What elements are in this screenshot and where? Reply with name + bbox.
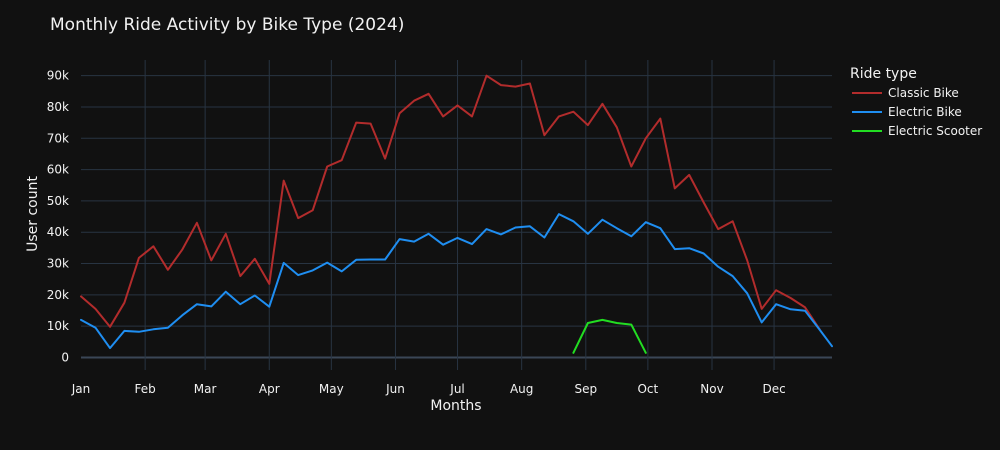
legend: Ride type Classic Bike Electric Bike Elect… — [850, 66, 982, 138]
y-axis-title: User count — [25, 176, 41, 252]
x-tick-label: Dec — [762, 382, 785, 396]
x-axis-title: Months — [430, 398, 481, 414]
legend-items: Classic Bike Electric Bike Electric Scoote… — [852, 86, 982, 138]
x-tick-label: May — [319, 382, 344, 396]
x-tick-label: Sep — [574, 382, 597, 396]
series-line-electric-scooter — [572, 318, 647, 354]
y-tick-label: 40k — [47, 225, 69, 239]
legend-label-electric-bike: Electric Bike — [888, 105, 962, 119]
y-tick-label: 90k — [47, 69, 69, 83]
y-tick-label: 10k — [47, 319, 69, 333]
grid — [81, 60, 832, 370]
y-tick-label: 80k — [47, 100, 69, 114]
legend-label-electric-scooter: Electric Scooter — [888, 124, 982, 138]
x-tick-label: Oct — [637, 382, 658, 396]
x-tick-label: Jul — [449, 382, 464, 396]
y-tick-label: 70k — [47, 131, 69, 145]
y-tick-label: 20k — [47, 288, 69, 302]
y-tick-labels: 0 10k 20k 30k 40k 50k 60k 70k 80k 90k — [47, 69, 69, 365]
x-tick-label: Nov — [700, 382, 723, 396]
legend-title: Ride type — [850, 66, 917, 82]
series-line-electric-bike — [80, 213, 833, 350]
x-tick-label: Jun — [385, 382, 405, 396]
x-tick-label: Feb — [135, 382, 156, 396]
y-tick-label: 0 — [61, 350, 69, 364]
x-tick-label: Aug — [510, 382, 533, 396]
y-tick-label: 50k — [47, 194, 69, 208]
series-line-classic-bike — [80, 74, 821, 331]
chart-title: Monthly Ride Activity by Bike Type (2024… — [50, 15, 404, 35]
y-tick-label: 60k — [47, 163, 69, 177]
x-tick-label: Apr — [259, 382, 280, 396]
series-lines — [80, 74, 833, 354]
x-tick-labels: Jan Feb Mar Apr May Jun Jul Aug Sep Oct Nov Dec — [71, 382, 786, 396]
x-tick-label: Mar — [194, 382, 217, 396]
x-tick-label: Jan — [71, 382, 91, 396]
y-tick-label: 30k — [47, 257, 69, 271]
legend-label-classic-bike: Classic Bike — [888, 86, 959, 100]
